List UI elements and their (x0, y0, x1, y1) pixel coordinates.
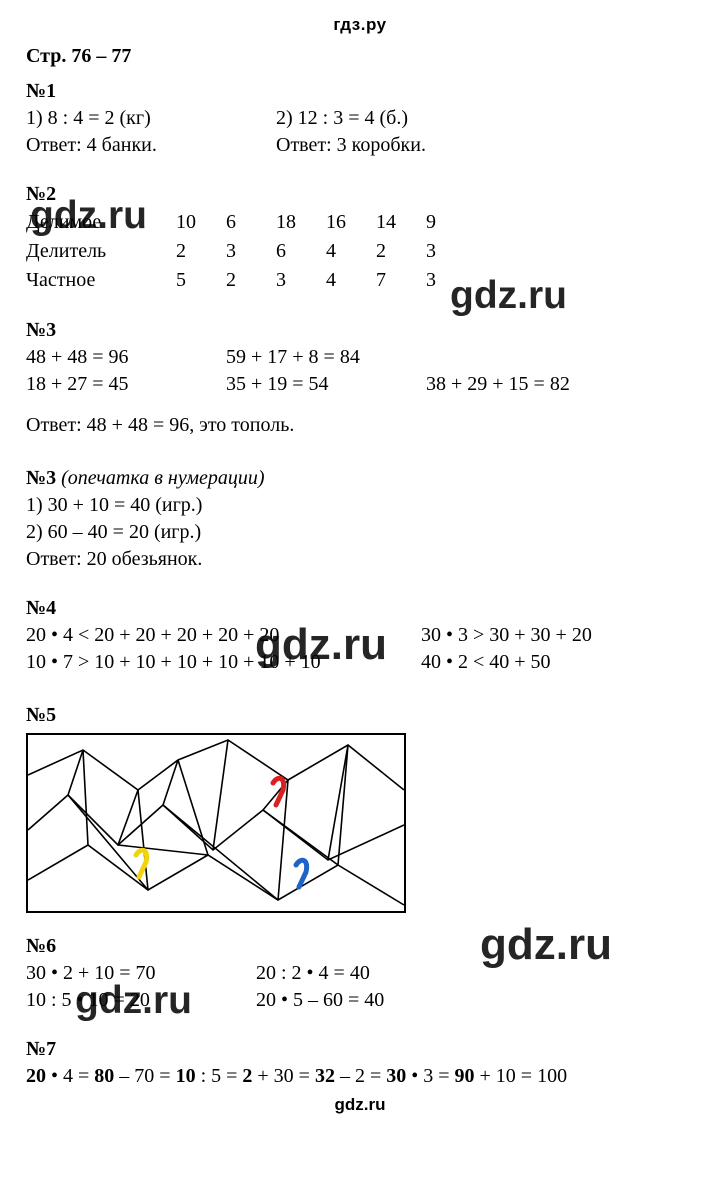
section-3: №3 48 + 48 = 96 59 + 17 + 8 = 84 18 + 27… (26, 317, 694, 439)
n4-r2a: 10 • 7 > 10 + 10 + 10 + 10 + 10 + 10 (26, 649, 421, 676)
n1-line1b: 2) 12 : 3 = 4 (б.) (276, 105, 408, 132)
tbl-cell: 14 (376, 208, 426, 237)
n1-line2b: Ответ: 3 коробки. (276, 132, 426, 159)
tbl-cell: 4 (326, 237, 376, 266)
figure-svg (28, 735, 404, 911)
n4-r1a: 20 • 4 < 20 + 20 + 20 + 20 + 20 (26, 622, 421, 649)
tbl-cell: 4 (326, 266, 376, 295)
n7-p1: 20 (26, 1065, 46, 1087)
tbl-cell: 5 (176, 266, 226, 295)
tbl-cell: 9 (426, 208, 476, 237)
n7-chain: 20 • 4 = 80 – 70 = 10 : 5 = 2 + 30 = 32 … (26, 1063, 694, 1090)
n7-p2: • 4 = (46, 1065, 94, 1087)
tbl-cell: 6 (226, 208, 276, 237)
n3-r2b: 35 + 19 = 54 (226, 371, 426, 398)
tbl-cell: 2 (376, 237, 426, 266)
site-header: гдз.ру (26, 14, 694, 37)
division-table: Делимое1061816149 Делитель236423 Частное… (26, 208, 694, 295)
n3b-l3: Ответ: 20 обезьянок. (26, 546, 694, 573)
n3b-l1: 1) 30 + 10 = 40 (игр.) (26, 492, 694, 519)
tbl-cell: 16 (326, 208, 376, 237)
section-4: №4 20 • 4 < 20 + 20 + 20 + 20 + 20 30 • … (26, 595, 694, 676)
n3b-l2: 2) 60 – 40 = 20 (игр.) (26, 519, 694, 546)
section-3b-title-row: №3 (опечатка в нумерации) (26, 465, 694, 492)
section-3b-title: №3 (26, 467, 56, 489)
n3-r1b: 59 + 17 + 8 = 84 (226, 344, 426, 371)
n7-p6: : 5 = (196, 1065, 243, 1087)
n6-r1b: 20 : 2 • 4 = 40 (256, 960, 370, 987)
section-3b: №3 (опечатка в нумерации) 1) 30 + 10 = 4… (26, 465, 694, 573)
section-7: №7 20 • 4 = 80 – 70 = 10 : 5 = 2 + 30 = … (26, 1036, 694, 1090)
section-6: №6 30 • 2 + 10 = 70 20 : 2 • 4 = 40 10 :… (26, 933, 694, 1014)
tbl-cell: Делитель (26, 237, 176, 266)
tbl-cell: 7 (376, 266, 426, 295)
tbl-cell: Делимое (26, 208, 176, 237)
n3-r2a: 18 + 27 = 45 (26, 371, 226, 398)
section-4-title: №4 (26, 595, 694, 622)
section-1-title: №1 (26, 78, 694, 105)
n4-r2b: 40 • 2 < 40 + 50 (421, 649, 551, 676)
section-5-title: №5 (26, 702, 694, 729)
tbl-cell: 3 (276, 266, 326, 295)
n6-r1a: 30 • 2 + 10 = 70 (26, 960, 256, 987)
tbl-cell: 10 (176, 208, 226, 237)
section-5: №5 (26, 702, 694, 913)
n7-p7: 2 (242, 1065, 252, 1087)
section-2: №2 Делимое1061816149 Делитель236423 Част… (26, 181, 694, 295)
tbl-cell: 2 (176, 237, 226, 266)
tbl-cell: Частное (26, 266, 176, 295)
section-6-title: №6 (26, 933, 694, 960)
section-3b-note: (опечатка в нумерации) (56, 467, 264, 489)
n4-r1b: 30 • 3 > 30 + 30 + 20 (421, 622, 592, 649)
section-1: №1 1) 8 : 4 = 2 (кг) 2) 12 : 3 = 4 (б.) … (26, 78, 694, 159)
n7-p13: 90 (455, 1065, 475, 1087)
n7-p5: 10 (176, 1065, 196, 1087)
n3-r1a: 48 + 48 = 96 (26, 344, 226, 371)
n7-p14: + 10 = 100 (475, 1065, 568, 1087)
n1-line2a: Ответ: 4 банки. (26, 132, 276, 159)
tbl-cell: 18 (276, 208, 326, 237)
tbl-cell: 6 (276, 237, 326, 266)
section-3-title: №3 (26, 317, 694, 344)
n7-p4: – 70 = (114, 1065, 175, 1087)
section-7-title: №7 (26, 1036, 694, 1063)
geometry-figure (26, 733, 406, 913)
n7-p10: – 2 = (335, 1065, 386, 1087)
n3-answer: Ответ: 48 + 48 = 96, это тополь. (26, 412, 694, 439)
page-reference: Стр. 76 – 77 (26, 43, 694, 70)
n1-line1a: 1) 8 : 4 = 2 (кг) (26, 105, 276, 132)
footer-watermark: gdz.ru (26, 1094, 694, 1117)
tbl-cell: 3 (226, 237, 276, 266)
n7-p11: 30 (386, 1065, 406, 1087)
n6-r2a: 10 : 5 • 10 = 20 (26, 987, 256, 1014)
n3-r2c: 38 + 29 + 15 = 82 (426, 371, 570, 398)
n7-p8: + 30 = (252, 1065, 315, 1087)
n7-p9: 32 (315, 1065, 335, 1087)
n7-p3: 80 (94, 1065, 114, 1087)
n7-p12: • 3 = (406, 1065, 454, 1087)
tbl-cell: 3 (426, 266, 476, 295)
n6-r2b: 20 • 5 – 60 = 40 (256, 987, 384, 1014)
section-2-title: №2 (26, 181, 694, 208)
tbl-cell: 3 (426, 237, 476, 266)
tbl-cell: 2 (226, 266, 276, 295)
